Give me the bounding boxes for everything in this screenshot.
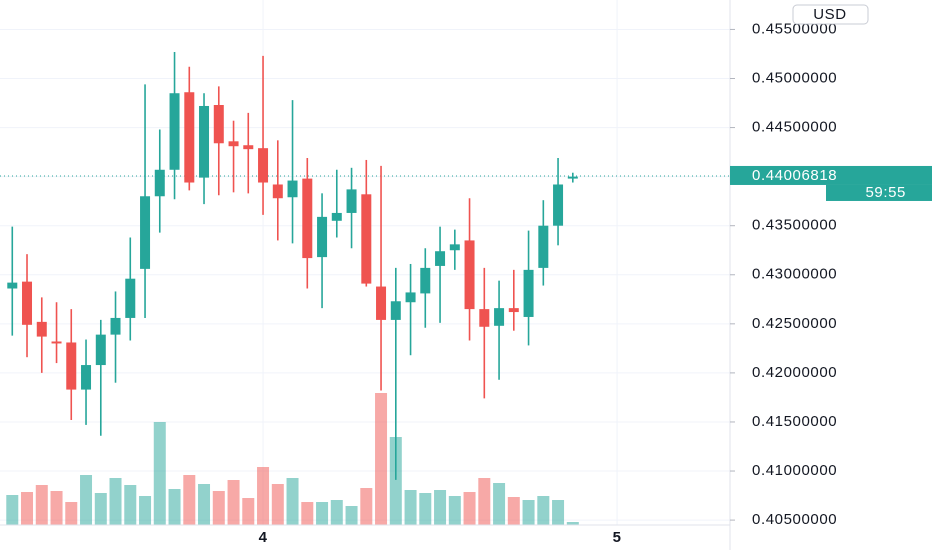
candle-body <box>36 321 47 337</box>
countdown: 59:55 <box>865 184 906 201</box>
x-tick-label: 5 <box>613 529 622 546</box>
candle-body <box>449 244 460 251</box>
candle-body <box>110 317 121 335</box>
candle-body <box>213 105 224 144</box>
last-price-label: 0.44006818 <box>752 167 837 184</box>
y-tick-label: 0.43500000 <box>752 217 837 234</box>
candle-body <box>376 286 387 320</box>
volume-bar <box>566 522 579 525</box>
y-tick-label: 0.43000000 <box>752 266 837 283</box>
candle-body <box>51 341 62 344</box>
candle-body <box>346 189 357 213</box>
candle-body <box>125 278 136 318</box>
volume-bar <box>419 493 432 525</box>
volume-bar <box>434 490 447 525</box>
last-price-tag <box>730 165 932 185</box>
volume-bar <box>50 491 63 525</box>
candle-body <box>538 225 549 268</box>
candle-body <box>287 180 298 198</box>
candle-body <box>390 301 401 320</box>
candle-body <box>523 269 534 317</box>
volume-bar <box>478 478 491 525</box>
volume-bar <box>330 500 343 525</box>
candle-body <box>302 178 313 259</box>
candle-body <box>243 145 254 150</box>
candle-body <box>154 169 165 197</box>
candle-body <box>199 105 210 178</box>
candle-body <box>81 365 92 390</box>
candle-body <box>272 184 283 199</box>
y-tick-label: 0.41000000 <box>752 462 837 479</box>
volume-bar <box>80 475 93 525</box>
candle-body <box>494 308 505 326</box>
volume-bar <box>507 497 520 525</box>
price-axis-bg <box>730 0 932 550</box>
countdown-tag <box>826 184 932 201</box>
volume-bar <box>109 478 122 525</box>
y-tick-label: 0.45500000 <box>752 20 837 37</box>
volume-bar <box>21 492 34 525</box>
volume-bar <box>153 422 166 525</box>
volume-bar <box>316 502 329 525</box>
volume-bar <box>360 488 373 525</box>
volume-bar <box>183 475 196 525</box>
volume-bar <box>389 437 402 525</box>
volume-bar <box>345 506 358 525</box>
currency-badge[interactable] <box>792 4 869 25</box>
volume-bar <box>463 492 476 525</box>
volume-bar <box>301 502 314 525</box>
candle-body <box>7 282 18 289</box>
y-tick-label: 0.45000000 <box>752 69 837 86</box>
candle-body <box>317 216 328 258</box>
candle-body <box>228 141 239 147</box>
volume-bar <box>212 491 225 525</box>
currency-label[interactable]: USD <box>813 6 846 23</box>
volume-bar <box>139 496 152 525</box>
y-tick-label: 0.42000000 <box>752 364 837 381</box>
volume-bar <box>257 467 270 525</box>
volume-bar <box>375 393 388 525</box>
y-tick-label: 0.41500000 <box>752 413 837 430</box>
candle-body <box>420 267 431 294</box>
candle-body <box>508 308 519 313</box>
volume-bar <box>404 490 417 525</box>
volume-bar <box>493 483 506 525</box>
candle-body <box>331 212 342 221</box>
y-tick-label: 0.44500000 <box>752 119 837 136</box>
volume-bar <box>522 500 535 525</box>
volume-bar <box>448 496 461 525</box>
volume-bar <box>168 489 181 525</box>
candle-body <box>95 334 106 366</box>
volume-bar <box>271 484 284 525</box>
candle-body <box>258 148 269 183</box>
volume-bar <box>227 480 240 525</box>
volume-bar <box>286 478 299 525</box>
volume-bar <box>65 502 78 525</box>
candle-body <box>553 184 564 226</box>
volume-bar <box>94 493 107 525</box>
candle-body <box>567 176 578 179</box>
candle-body <box>479 309 490 327</box>
candle-body <box>140 196 151 269</box>
candle-body <box>464 240 475 310</box>
volume-bar <box>242 498 255 525</box>
volume-bar <box>6 495 19 525</box>
candle-body <box>405 292 416 303</box>
candle-body <box>169 93 180 170</box>
candle-body <box>22 281 33 325</box>
candle-body <box>435 251 446 266</box>
candle-body <box>361 194 372 284</box>
volume-bar <box>198 484 211 525</box>
volume-bar <box>537 496 550 525</box>
candle-body <box>66 342 77 390</box>
candle-body <box>184 92 195 183</box>
y-tick-label: 0.40500000 <box>752 511 837 528</box>
volume-bar <box>35 485 48 525</box>
volume-bar <box>124 485 137 525</box>
y-tick-label: 0.42500000 <box>752 315 837 332</box>
x-tick-label: 4 <box>259 529 268 546</box>
volume-bar <box>552 500 565 525</box>
